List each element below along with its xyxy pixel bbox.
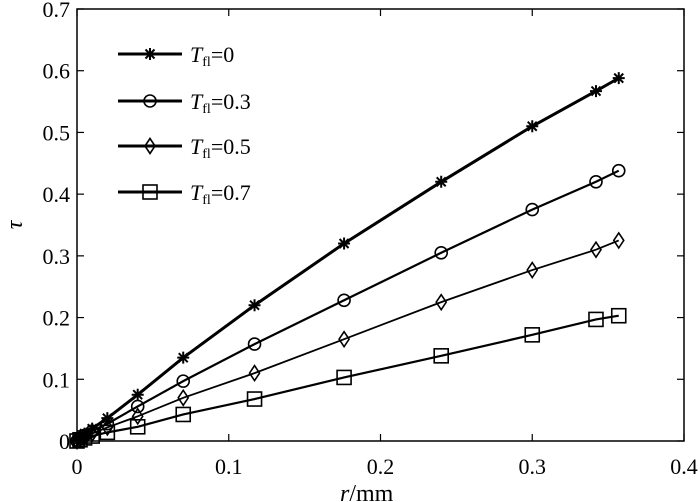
legend-marker-circle (143, 94, 157, 108)
y-tick-label: 0.2 (43, 306, 71, 331)
y-tick-label: 0 (59, 429, 70, 454)
data-point-diamond (131, 407, 144, 426)
legend-label: Tfl=0.5 (190, 134, 251, 162)
data-point-circle (434, 245, 449, 260)
legend-label-value: =0.5 (211, 134, 251, 159)
y-tick-label: 0.5 (43, 120, 71, 145)
data-point-square (72, 431, 88, 448)
data-point-diamond (248, 364, 261, 383)
legend-marker-diamond (144, 137, 156, 155)
series-line (75, 76, 620, 443)
x-tick-label: 0.3 (519, 454, 547, 479)
series-star (71, 72, 625, 447)
legend-marker-star (144, 48, 156, 60)
plot-area-frame (76, 8, 685, 442)
data-point-star (435, 175, 448, 188)
y-tick-label: 0.6 (43, 59, 71, 84)
data-point-square (524, 327, 541, 343)
y-tick-label: 0.3 (43, 244, 71, 269)
x-axis-variable: r (340, 481, 350, 502)
y-tick-label: 0.1 (43, 367, 71, 392)
legend-label-sub: fl (202, 147, 211, 162)
x-tick-label: 0.1 (215, 454, 243, 479)
legend-label-value: =0.3 (211, 89, 251, 114)
data-point-square (99, 424, 116, 441)
data-point-circle (100, 416, 115, 431)
legend-label-sub: fl (202, 193, 211, 208)
legend-marker-square (142, 184, 158, 200)
legend-item: Tfl=0.7 (118, 180, 251, 208)
data-point-star (177, 351, 190, 364)
data-point-square (246, 391, 263, 407)
legend-item: Tfl=0.5 (118, 134, 251, 162)
x-axis-unit: /mm (349, 481, 393, 502)
data-point-diamond (177, 388, 190, 407)
data-point-square (129, 419, 146, 435)
data-point-square (610, 307, 627, 324)
data-point-circle (337, 293, 351, 308)
legend-label-main: T (190, 180, 204, 205)
series-square (69, 307, 627, 449)
y-tick-label: 0.7 (43, 0, 71, 22)
x-tick-label: 0.4 (670, 454, 698, 479)
data-point-star (248, 299, 261, 312)
x-tick-label: 0 (72, 454, 83, 479)
legend-label: Tfl=0.3 (190, 89, 251, 117)
legend-label: Tfl=0.7 (190, 180, 251, 208)
data-point-star (612, 72, 625, 85)
data-point-diamond (590, 240, 602, 259)
data-point-square (84, 428, 100, 444)
legend-label-sub: fl (202, 102, 211, 117)
legend-label-value: =0.7 (211, 180, 251, 205)
legend-label-sub: fl (202, 55, 211, 70)
legend-item: Tfl=0.3 (118, 89, 251, 117)
y-axis-label: τ (2, 219, 28, 229)
legend-item: Tfl=0 (118, 42, 234, 70)
data-point-circle (525, 202, 540, 217)
legend-label-main: T (190, 89, 204, 114)
data-point-circle (589, 175, 603, 189)
data-point-diamond (435, 293, 448, 312)
y-tick-label: 0.4 (43, 182, 71, 207)
x-axis-label: r/mm (340, 481, 394, 502)
series-circle (70, 163, 626, 448)
data-point-diamond (338, 330, 351, 349)
data-point-star (338, 237, 351, 250)
legend-label-main: T (190, 42, 204, 67)
x-tick-label: 0.2 (367, 454, 395, 479)
axis-ticks: 0 0.1 0.2 0.3 0.4 0 0.1 0.2 0.3 0.4 0.5 0.6 0.7 (43, 0, 698, 479)
data-point-star (526, 120, 539, 133)
legend-label-main: T (190, 134, 204, 159)
series-diamond (71, 231, 625, 450)
data-point-circle (176, 374, 191, 388)
data-point-star (589, 85, 602, 98)
data-point-circle (247, 337, 262, 351)
data-point-circle (130, 399, 145, 414)
legend-label-value: =0 (211, 42, 234, 67)
data-point-square (336, 369, 352, 386)
series-layer (69, 72, 627, 450)
data-point-star (131, 388, 144, 401)
data-point-circle (611, 163, 626, 178)
data-point-square (175, 406, 192, 423)
legend-label: Tfl=0 (190, 42, 234, 70)
data-point-diamond (526, 261, 539, 279)
data-point-square (433, 348, 450, 364)
data-point-square (588, 311, 604, 328)
data-point-diamond (612, 231, 625, 250)
